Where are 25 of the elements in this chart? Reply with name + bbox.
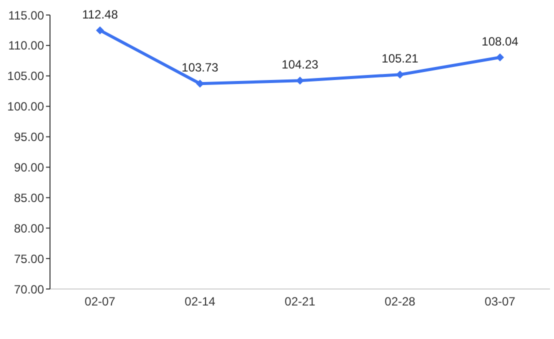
point [496,53,504,62]
y-tick-label: 115.00 [8,8,44,22]
data-label: 105.21 [382,52,419,66]
data-label: 112.48 [82,7,118,22]
y-tick-label: 95.00 [14,130,44,144]
point [296,76,304,85]
data-label: 103.73 [182,60,219,75]
y-tick-label: 70.00 [14,282,44,296]
y-tick-label: 110.00 [8,38,44,53]
y-tick-label: 105.00 [7,69,44,84]
x-tick-label: 02-14 [184,294,216,309]
data-label: 104.23 [282,58,319,72]
point [396,70,404,79]
x-tick-label: 02-07 [84,294,116,309]
y-tick-label: 80.00 [14,221,44,236]
y-tick-label: 75.00 [14,252,44,266]
x-tick-label: 03-07 [484,294,516,309]
point [196,80,204,88]
y-tick-label: 100.00 [7,100,44,114]
point [96,26,104,34]
data-label: 108.04 [482,34,519,48]
y-tick-label: 85.00 [14,190,44,205]
x-tick-label: 02-21 [284,294,316,309]
x-tick-label: 02-28 [384,294,416,309]
y-tick-label: 90.00 [14,160,44,174]
